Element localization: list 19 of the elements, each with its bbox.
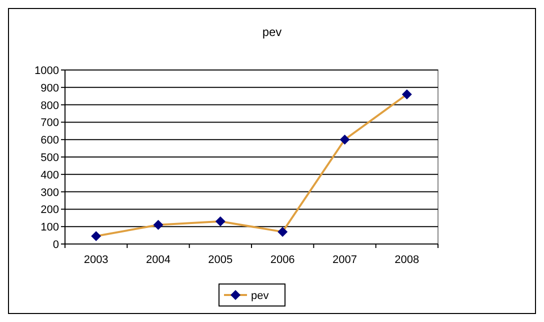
- y-tick-label: 500: [40, 152, 59, 164]
- y-tick-label: 100: [40, 222, 59, 234]
- x-tick-label: 2006: [270, 254, 295, 266]
- y-tick-label: 400: [40, 169, 59, 182]
- y-tick-label: 700: [40, 117, 59, 130]
- x-tick-label: 2005: [208, 254, 233, 266]
- x-tick-label: 2007: [332, 254, 357, 266]
- y-tick-label: 900: [40, 82, 59, 94]
- y-tick-label: 600: [40, 134, 59, 147]
- chart-title: pev: [262, 25, 282, 39]
- y-tick-label: 0: [52, 239, 59, 251]
- x-tick-label: 2004: [146, 254, 170, 266]
- y-tick-label: 200: [40, 204, 59, 216]
- y-tick-label: 1000: [34, 65, 59, 77]
- y-tick-label: 300: [40, 186, 59, 199]
- x-tick-label: 2003: [84, 254, 108, 266]
- y-tick-label: 800: [40, 100, 59, 112]
- legend-label: pev: [251, 290, 270, 302]
- x-tick-label: 2008: [394, 254, 420, 266]
